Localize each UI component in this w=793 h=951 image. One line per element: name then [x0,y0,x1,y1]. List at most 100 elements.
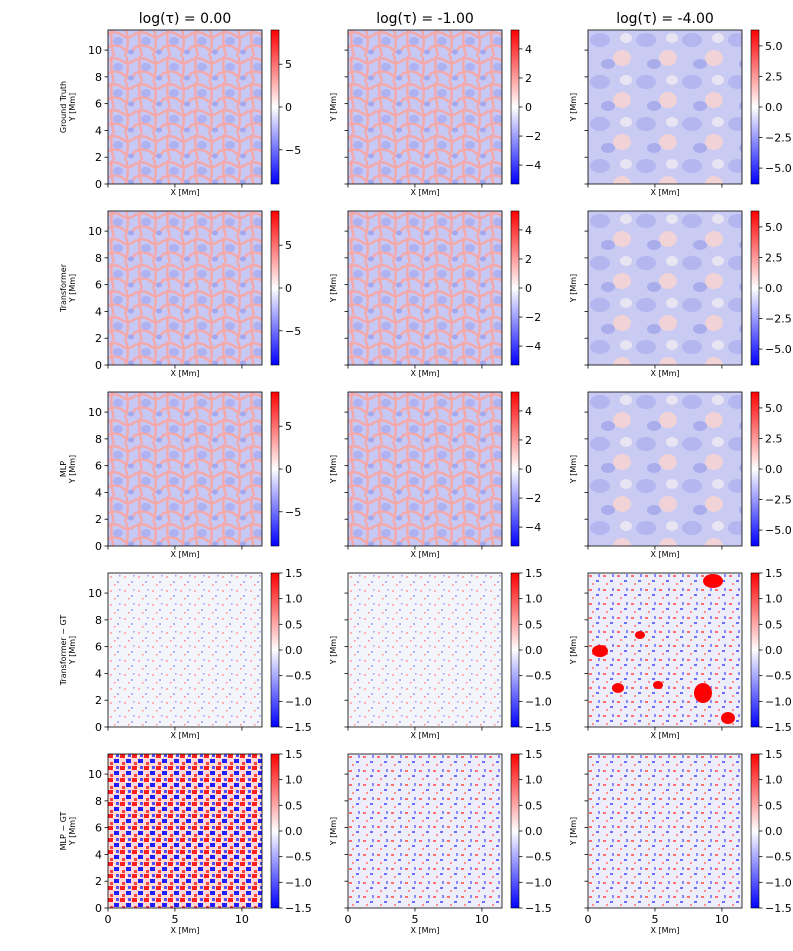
colorbar-gradient [750,391,760,547]
colorbar-tick-label: 1.0 [765,774,783,787]
colorbar-tick-label: −2.5 [765,132,792,145]
heatmap-image [588,392,742,546]
panel-r3-c2: X [Mm] Y [Mm] −1.5 −1.0 −0.5 0.0 0.5 1.0 1.5 [569,567,792,740]
x-tick-label: 10 [475,913,489,926]
y-tick-label: 0 [95,721,102,734]
colorbar-tick-label: −1.5 [765,902,792,915]
colorbar: −5.0 −2.5 0.0 2.5 5.0 [750,391,792,547]
panel-r2-c0: 0 2 4 6 8 10 X [Mm] MLP Y [Mm] −5 0 5 [59,391,301,559]
colorbar-gradient [270,572,280,728]
colorbar: −1.5 −1.0 −0.5 0.0 0.5 1.0 1.5 [270,567,312,734]
x-axis-label: X [Mm] [411,188,440,197]
colorbar: −1.5 −1.0 −0.5 0.0 0.5 1.0 1.5 [750,748,792,915]
colorbar-gradient [510,29,520,185]
x-axis-label: X [Mm] [411,926,440,935]
y-tick-label: 0 [95,178,102,191]
heatmap-image [108,30,262,184]
colorbar-tick-label: 0 [285,282,292,295]
colorbar-tick-label: 5 [285,58,292,71]
y-axis-label: Y [Mm] [68,274,77,303]
x-tick-label: 0 [105,913,112,926]
axes-frame [347,29,503,185]
colorbar: −4 −2 0 2 4 [510,391,541,547]
colorbar-gradient [270,391,280,547]
colorbar-tick-label: 0.0 [525,644,543,657]
colorbar-tick-label: −0.5 [285,851,312,864]
heatmap-image [588,573,742,727]
x-tick-label: 5 [651,913,658,926]
colorbar-tick-label: 1.5 [765,567,783,580]
colorbar-gradient [510,753,520,909]
colorbar-tick-label: 0.5 [525,799,543,812]
y-tick-label: 6 [95,460,102,473]
x-tick-label: 0 [345,913,352,926]
x-axis-label: X [Mm] [411,550,440,559]
colorbar-tick-label: −2 [525,311,541,324]
x-axis-label: X [Mm] [651,188,680,197]
colorbar-tick-label: 0.5 [285,618,303,631]
y-axis-label: Y [Mm] [68,817,77,846]
colorbar-tick-label: 2 [525,434,532,447]
colorbar-tick-label: 2.5 [765,251,783,264]
colorbar-tick-label: 1.0 [525,774,543,787]
column-titles: log(τ) = 0.00 log(τ) = -1.00 log(τ) = -4.0… [139,11,714,27]
colorbar: −5.0 −2.5 0.0 2.5 5.0 [750,29,792,185]
colorbar-tick-label: −1.5 [285,721,312,734]
y-tick-label: 10 [88,225,102,238]
colorbar-gradient [270,753,280,909]
heatmap-image [108,392,262,546]
colorbar-tick-label: 1.0 [765,593,783,606]
panel-r0-c2: X [Mm] Y [Mm] −5.0 −2.5 0.0 2.5 5.0 [569,29,792,197]
heatmap-image [348,211,502,365]
y-tick-label: 2 [95,694,102,707]
heatmap-image [108,211,262,365]
colorbar-tick-label: −0.5 [525,851,552,864]
y-tick-label: 6 [95,822,102,835]
axes-frame [347,753,503,909]
axes-frame [587,210,743,366]
colorbar-tick-label: 0.0 [765,463,783,476]
y-tick-label: 8 [95,433,102,446]
residual-blob [694,683,712,703]
panel-r2-c1: X [Mm] Y [Mm] −4 −2 0 2 4 [329,391,541,559]
colorbar: −5 0 5 [270,391,301,547]
x-axis-label: X [Mm] [651,926,680,935]
colorbar-tick-label: −1.5 [765,721,792,734]
y-axis-label: Y [Mm] [329,274,338,303]
colorbar-tick-label: 0.0 [285,644,303,657]
residual-blob [653,681,663,689]
panel-r3-c1: X [Mm] Y [Mm] −1.5 −1.0 −0.5 0.0 0.5 1.0 1.5 [329,567,552,740]
colorbar: −1.5 −1.0 −0.5 0.0 0.5 1.0 1.5 [270,748,312,915]
colorbar-tick-label: −1.5 [525,902,552,915]
colorbar-tick-label: −0.5 [765,670,792,683]
colorbar-tick-label: 0.0 [525,825,543,838]
colorbar: −4 −2 0 2 4 [510,210,541,366]
column-title-1: log(τ) = -1.00 [376,11,474,27]
colorbar-tick-label: 1.5 [525,567,543,580]
x-axis-label: X [Mm] [171,731,200,740]
y-axis-label: Y [Mm] [68,636,77,665]
y-axis-label: Y [Mm] [329,455,338,484]
x-axis-label: X [Mm] [651,369,680,378]
panel-r1-c0: 0 2 4 6 8 10 X [Mm] Transformer Y [Mm] −5 0 5 [59,210,301,378]
colorbar-gradient [270,210,280,366]
row-label: MLP − GT [59,812,68,851]
y-tick-label: 4 [95,667,102,680]
colorbar-tick-label: 5.0 [765,402,783,415]
axes-frame [347,572,503,728]
colorbar-tick-label: 0 [525,282,532,295]
y-axis-label: Y [Mm] [569,274,578,303]
x-axis-label: X [Mm] [171,550,200,559]
colorbar-tick-label: 5.0 [765,221,783,234]
y-axis-label: Y [Mm] [68,455,77,484]
colorbar-gradient [750,210,760,366]
y-axis-label: Y [Mm] [569,817,578,846]
axes-frame [587,29,743,185]
y-tick-label: 10 [88,768,102,781]
y-tick-label: 8 [95,795,102,808]
colorbar-tick-label: 2 [525,72,532,85]
colorbar-tick-label: 0.5 [285,799,303,812]
colorbar-tick-label: −1.0 [285,695,312,708]
y-tick-label: 4 [95,848,102,861]
